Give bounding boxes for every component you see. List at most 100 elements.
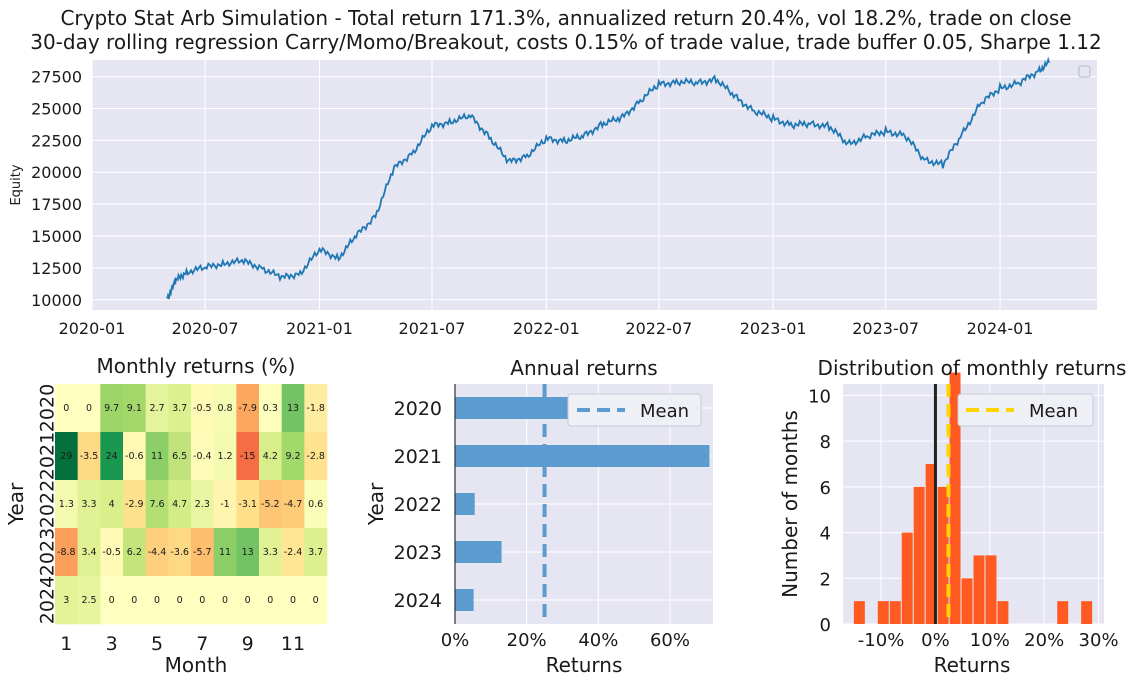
heatmap-cell — [259, 432, 282, 481]
equity-plot-area — [92, 60, 1097, 310]
heatmap-cell — [281, 528, 305, 577]
heatmap-cell-label: 6.5 — [172, 451, 187, 462]
heatmap-cell-label: 0 — [86, 403, 92, 414]
heatmap-cell-label: -0.6 — [125, 451, 144, 462]
dist-ytick-label: 10 — [808, 386, 831, 407]
heatmap-cell-label: 13 — [242, 547, 254, 558]
heatmap-cell-label: -1.8 — [306, 403, 325, 414]
heatmap-xtick-label: 3 — [106, 633, 118, 655]
heatmap-cell-label: -2.9 — [125, 499, 144, 510]
heatmap-cell-label: -15 — [240, 451, 256, 462]
dist-bar — [1081, 601, 1093, 624]
heatmap-cell — [168, 528, 192, 577]
heatmap-cell — [123, 384, 146, 433]
heatmap-cell — [259, 528, 282, 577]
equity-ytick-label: 12500 — [31, 259, 82, 278]
heatmap-cell-label: -3.1 — [238, 499, 257, 510]
heatmap-cell — [259, 480, 282, 529]
heatmap-cell — [168, 384, 192, 433]
heatmap-cell — [236, 576, 260, 625]
heatmap-cell-label: 3.7 — [308, 547, 323, 558]
dist-ytick-label: 8 — [820, 432, 831, 453]
heatmap-cell-label: 9.1 — [127, 403, 142, 414]
heatmap-cell-label: 0 — [109, 595, 115, 606]
heatmap-cell — [55, 480, 78, 529]
heatmap-cell-label: 0 — [199, 595, 205, 606]
heatmap-cell — [213, 384, 237, 433]
heatmap-cell-label: 0 — [245, 595, 251, 606]
heatmap-xtick-label: 1 — [60, 633, 72, 655]
heatmap-cell — [236, 432, 260, 481]
dist-bar — [937, 486, 949, 624]
dist-bar — [997, 601, 1009, 624]
dist-bar — [973, 555, 985, 624]
chart-title-line-1: Crypto Stat Arb Simulation - Total retur… — [60, 6, 1072, 30]
heatmap-cell — [281, 384, 305, 433]
equity-xtick-label: 2020-07 — [172, 319, 239, 338]
dist-bar — [985, 555, 997, 624]
heatmap-cell-label: 6.2 — [127, 547, 142, 558]
heatmap-cell-label: 4.7 — [172, 499, 187, 510]
equity-ytick-label: 17500 — [31, 195, 82, 214]
heatmap-cell-label: -4.4 — [148, 547, 167, 558]
equity-ytick-label: 22500 — [31, 131, 82, 150]
heatmap-cell — [145, 528, 169, 577]
dist-xlabel: Returns — [934, 653, 1011, 677]
heatmap-cell — [236, 528, 260, 577]
heatmap-xtick-label: 9 — [242, 633, 254, 655]
annual-ytick-label: 2024 — [394, 590, 442, 612]
heatmap-row-label: 2023 — [37, 528, 59, 576]
heatmap-cell-label: -3.6 — [170, 547, 189, 558]
dist-ytick-label: 2 — [820, 569, 831, 590]
heatmap-cell — [145, 576, 169, 625]
heatmap-cell-label: 1.2 — [217, 451, 232, 462]
heatmap-cell-label: 0.6 — [308, 499, 323, 510]
heatmap-cell — [304, 384, 328, 433]
heatmap-row-label: 2022 — [37, 480, 59, 528]
heatmap-cell — [55, 528, 78, 577]
equity-series-line — [166, 56, 1050, 300]
dist-bar — [949, 372, 961, 624]
heatmap-cell — [77, 576, 101, 625]
heatmap-cell-label: 9.7 — [104, 403, 119, 414]
heatmap-cell-label: 11 — [219, 547, 231, 558]
heatmap-cell — [191, 480, 214, 529]
dist-ytick-label: 0 — [820, 615, 831, 636]
annual-xtick-label: 0% — [441, 630, 470, 651]
heatmap-cell-label: 0 — [154, 595, 160, 606]
heatmap-cell-label: 0 — [222, 595, 228, 606]
annual-bar — [455, 589, 474, 611]
heatmap-cell-label: -4.7 — [284, 499, 303, 510]
heatmap-cell — [168, 480, 192, 529]
equity-xtick-label: 2022-01 — [513, 319, 580, 338]
heatmap-cell — [191, 384, 214, 433]
heatmap-cell-label: -3.5 — [80, 451, 99, 462]
heatmap-cell — [236, 384, 260, 433]
heatmap-cell — [77, 384, 101, 433]
heatmap-cell — [100, 384, 124, 433]
equity-ytick-label: 27500 — [31, 68, 82, 87]
heatmap-xtick-label: 11 — [281, 633, 305, 655]
dist-bar — [853, 601, 865, 624]
heatmap-cell-label: 29 — [60, 451, 72, 462]
equity-ytick-label: 25000 — [31, 99, 82, 118]
annual-legend-label: Mean — [640, 401, 689, 422]
heatmap-ylabel: Year — [4, 482, 28, 526]
heatmap-cell-label: 3.3 — [81, 499, 96, 510]
heatmap-cell — [304, 480, 328, 529]
annual-bar — [455, 541, 502, 563]
heatmap-cell-label: 24 — [106, 451, 118, 462]
heatmap-cell — [145, 432, 169, 481]
heatmap-cell — [55, 432, 78, 481]
heatmap-cell — [259, 384, 282, 433]
dist-ytick-label: 4 — [820, 524, 831, 545]
dist-xtick-label: -10% — [858, 630, 905, 651]
equity-legend-box — [1078, 65, 1091, 78]
heatmap-cell-label: 11 — [151, 451, 163, 462]
heatmap-cell-label: 2.7 — [149, 403, 164, 414]
heatmap-cell — [100, 576, 124, 625]
heatmap-cell — [100, 528, 124, 577]
heatmap-cell — [281, 480, 305, 529]
heatmap-cell — [213, 576, 237, 625]
chart-title-line-2: 30-day rolling regression Carry/Momo/Bre… — [30, 30, 1102, 54]
